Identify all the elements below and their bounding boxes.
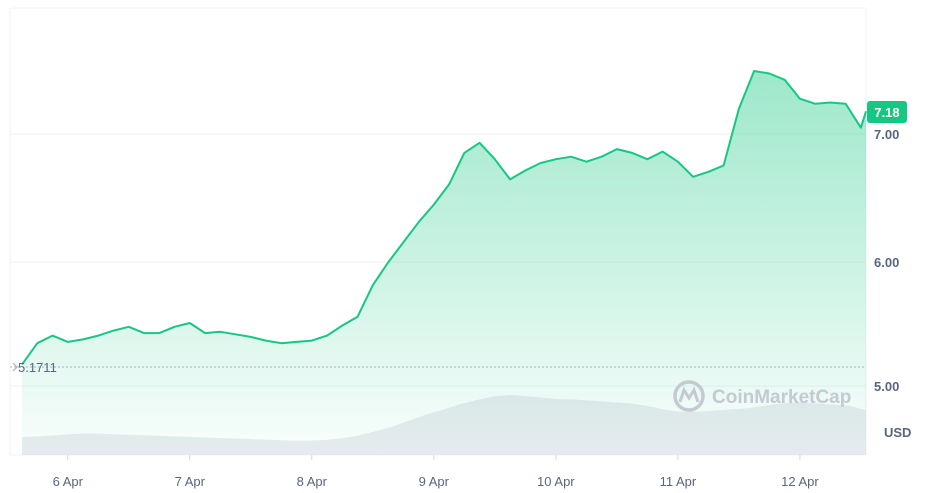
y-axis: 7.00 6.00 5.00 (874, 127, 899, 394)
price-area (21, 70, 867, 455)
x-tick-label: 12 Apr (781, 474, 819, 489)
x-tick-label: 10 Apr (537, 474, 575, 489)
current-price-badge-bg (867, 101, 907, 123)
y-tick-label: 5.00 (874, 379, 899, 394)
watermark: CoinMarketCap (673, 380, 851, 412)
x-tick-label: 6 Apr (53, 474, 84, 489)
price-area-fill (22, 71, 866, 455)
y-tick-label: 7.00 (874, 127, 899, 142)
currency-label: USD (884, 425, 911, 440)
x-axis: 6 Apr 7 Apr 8 Apr 9 Apr 10 Apr 11 Apr 12 Apr (53, 455, 819, 489)
y-tick-label: 6.00 (874, 255, 899, 270)
left-edge-marker (12, 362, 18, 372)
current-price-value: 7.18 (874, 105, 899, 120)
x-tick-label: 11 Apr (660, 474, 697, 489)
x-tick-label: 7 Apr (175, 474, 206, 489)
watermark-text: CoinMarketCap (712, 387, 851, 408)
current-price-badge: 7.18 (867, 101, 907, 123)
x-tick-label: 8 Apr (297, 474, 328, 489)
x-tick-label: 9 Apr (419, 474, 450, 489)
price-line (21, 70, 867, 366)
start-price-label: 5.1711 (18, 360, 57, 375)
coinmarketcap-logo-icon (673, 380, 705, 412)
